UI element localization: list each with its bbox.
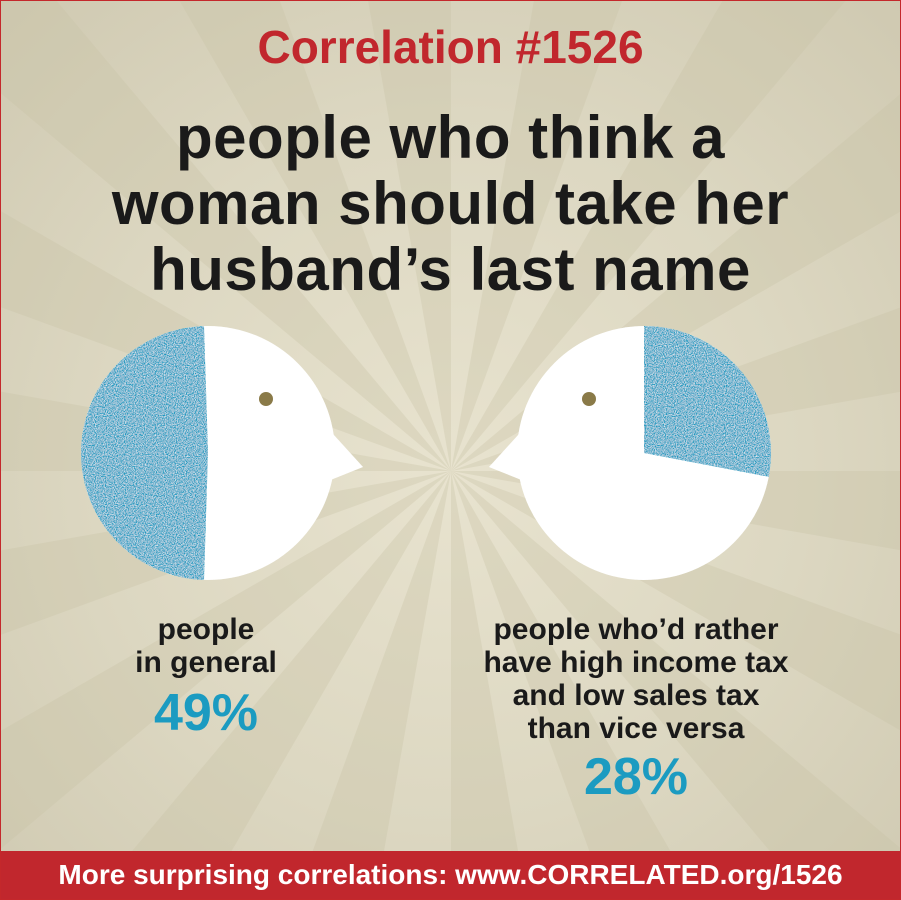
page-title: Correlation #1526 (257, 21, 644, 73)
pie-slice-value (644, 326, 772, 477)
face-eye (259, 392, 273, 406)
pie-label-right-line-3: and low sales tax (512, 679, 760, 712)
pie-label-right-line-1: people who’d rather (493, 613, 779, 646)
headline-line-1: people who think a (175, 104, 726, 171)
sunburst-ray (179, 1, 451, 471)
face-nose (323, 423, 363, 483)
face-nose (489, 423, 529, 483)
sunburst-ray (295, 471, 451, 899)
headline-line-2: woman should take her (111, 170, 790, 237)
pie-value-left: 49% (153, 684, 259, 742)
footer-banner: More surprising correlations: www.CORREL… (1, 851, 900, 899)
sunburst-ray (1, 471, 451, 849)
pie-face-right (489, 326, 772, 580)
sunburst-ray (1, 1, 451, 471)
pie-label-left-line-2: in general (135, 646, 277, 679)
pie-value-right: 28% (583, 748, 689, 806)
sunburst-ray (451, 1, 623, 471)
sunburst-ray (368, 1, 451, 471)
face-eye (582, 392, 596, 406)
pie-label-left-line-1: people (157, 613, 255, 646)
pie-faces-chart (81, 326, 772, 580)
pie-label-right-line-4: than vice versa (527, 712, 745, 745)
pie-slice-value (81, 326, 208, 580)
sunburst-ray (451, 1, 846, 471)
sunburst-ray (451, 471, 527, 899)
pie-label-left: people in general (61, 613, 351, 679)
sunburst-ray (451, 471, 699, 899)
pie-label-right-line-2: have high income tax (483, 646, 789, 679)
headline: people who think a woman should take her… (1, 105, 900, 303)
sunburst-ray (451, 471, 900, 899)
pie-face-left (81, 326, 363, 580)
headline-line-3: husband’s last name (150, 236, 751, 303)
pie-label-right: people who’d rather have high income tax… (441, 613, 831, 745)
